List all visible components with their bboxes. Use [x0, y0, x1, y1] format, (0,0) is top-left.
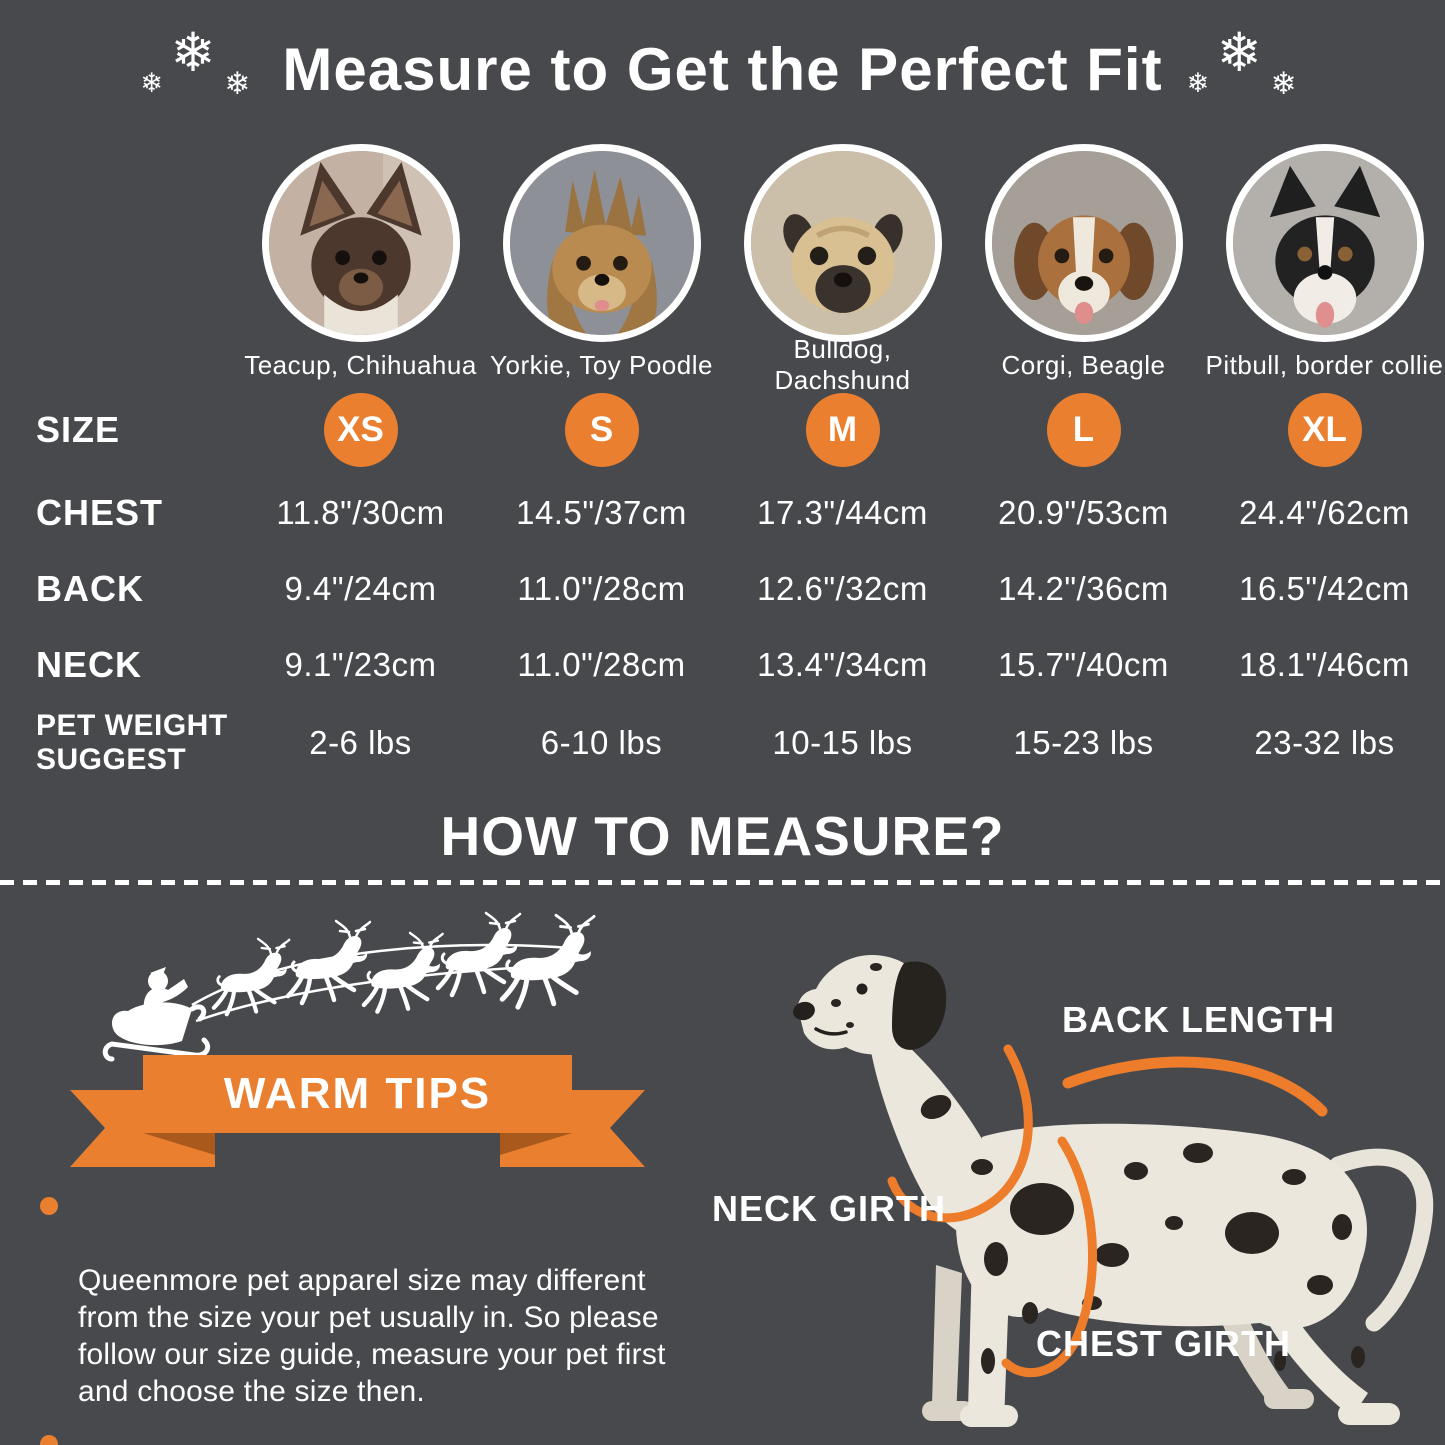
breed-label: Bulldog, Dachshund — [774, 334, 911, 395]
snowflake-cluster-right: ❄ ❄ ❄ — [1187, 26, 1305, 114]
back-value: 9.4"/24cm — [284, 570, 437, 607]
back-value: 14.2"/36cm — [998, 570, 1169, 607]
row-label-chest: CHEST — [36, 492, 164, 533]
back-length-label: BACK LENGTH — [1062, 999, 1335, 1040]
how-to-measure-heading: HOW TO MEASURE? — [440, 805, 1005, 867]
row-label-pet-weight: PET WEIGHT SUGGEST — [0, 703, 240, 783]
warm-tips-label: WARM TIPS — [223, 1069, 492, 1118]
neck-girth-label: NECK GIRTH — [712, 1188, 946, 1229]
pet-weight-line1: PET WEIGHT — [36, 709, 228, 743]
chest-girth-label: CHEST GIRTH — [1036, 1323, 1292, 1364]
snowflake-cluster-left: ❄ ❄ ❄ — [140, 26, 258, 114]
table-corner — [0, 140, 240, 345]
dog-photo-pug — [743, 143, 942, 342]
dalmatian-illustration — [793, 955, 1434, 1427]
dog-photo-yorkie — [502, 143, 701, 342]
chest-value: 17.3"/44cm — [757, 494, 928, 531]
snowflake-icon: ❄ — [1216, 23, 1262, 83]
chest-girth-arc — [1001, 1136, 1098, 1378]
chest-value: 24.4"/62cm — [1239, 494, 1410, 531]
snowflake-icon: ❄ — [170, 23, 216, 83]
dog-photo-border-collie — [1225, 143, 1424, 342]
weight-value: 6-10 lbs — [540, 724, 663, 761]
bullet-icon — [40, 1197, 58, 1215]
back-length-arc — [1062, 1056, 1328, 1117]
dog-photo-beagle — [984, 143, 1183, 342]
breed-label: Pitbull, border collie — [1205, 349, 1444, 380]
tip-item: The pet knit sweater has large elasticit… — [38, 1426, 758, 1445]
breed-label: Yorkie, Toy Poodle — [490, 349, 713, 380]
weight-value: 10-15 lbs — [772, 724, 913, 761]
tips-list: Queenmore pet apparel size may different… — [38, 1188, 758, 1445]
measurement-diagram: BACK LENGTH NECK GIRTH CHEST GIRTH — [690, 925, 1445, 1445]
size-table: Teacup, Chihuahua Yorkie, Toy Poodle Bul… — [0, 140, 1445, 783]
row-label-size: SIZE — [36, 409, 121, 450]
tip-item: Queenmore pet apparel size may different… — [38, 1188, 758, 1410]
back-value: 12.6"/32cm — [757, 570, 928, 607]
size-badge: XS — [323, 393, 398, 467]
size-badge: M — [805, 393, 880, 467]
neck-value: 9.1"/23cm — [284, 646, 437, 683]
breed-label: Corgi, Beagle — [1001, 349, 1166, 380]
size-badge: L — [1046, 393, 1121, 467]
snowflake-icon: ❄ — [140, 68, 164, 98]
row-label-back: BACK — [36, 568, 144, 609]
neck-value: 18.1"/46cm — [1239, 646, 1410, 683]
neck-value: 13.4"/34cm — [757, 646, 928, 683]
row-label-neck: NECK — [36, 644, 143, 685]
size-badge: S — [564, 393, 639, 467]
ribbon-shape — [70, 1055, 645, 1167]
neck-girth-arc — [887, 1044, 1033, 1223]
weight-value: 15-23 lbs — [1013, 724, 1154, 761]
spacer — [0, 345, 240, 385]
snowflake-icon: ❄ — [224, 66, 251, 101]
breed-label: Teacup, Chihuahua — [244, 349, 477, 380]
tip-text: Queenmore pet apparel size may different… — [78, 1264, 666, 1408]
weight-value: 2-6 lbs — [309, 724, 412, 761]
chest-value: 20.9"/53cm — [998, 494, 1169, 531]
pet-weight-line2: SUGGEST — [36, 743, 187, 776]
neck-value: 11.0"/28cm — [517, 646, 686, 683]
back-value: 16.5"/42cm — [1239, 570, 1410, 607]
page-title: Measure to Get the Perfect Fit — [282, 36, 1163, 103]
size-badge: XL — [1287, 393, 1362, 467]
chest-value: 11.8"/30cm — [276, 494, 445, 531]
chest-value: 14.5"/37cm — [516, 494, 687, 531]
weight-value: 23-32 lbs — [1254, 724, 1395, 761]
back-value: 11.0"/28cm — [517, 570, 686, 607]
bullet-icon — [40, 1435, 58, 1445]
dog-photo-chihuahua — [261, 143, 460, 342]
dashed-divider — [0, 880, 1445, 885]
snowflake-icon: ❄ — [1186, 68, 1210, 98]
warm-tips-banner: WARM TIPS — [65, 1050, 650, 1175]
snowflake-icon: ❄ — [1270, 66, 1297, 101]
santa-sleigh-illustration — [102, 893, 600, 1062]
header: ❄ ❄ ❄ Measure to Get the Perfect Fit ❄ ❄… — [0, 26, 1445, 114]
neck-value: 15.7"/40cm — [998, 646, 1169, 683]
